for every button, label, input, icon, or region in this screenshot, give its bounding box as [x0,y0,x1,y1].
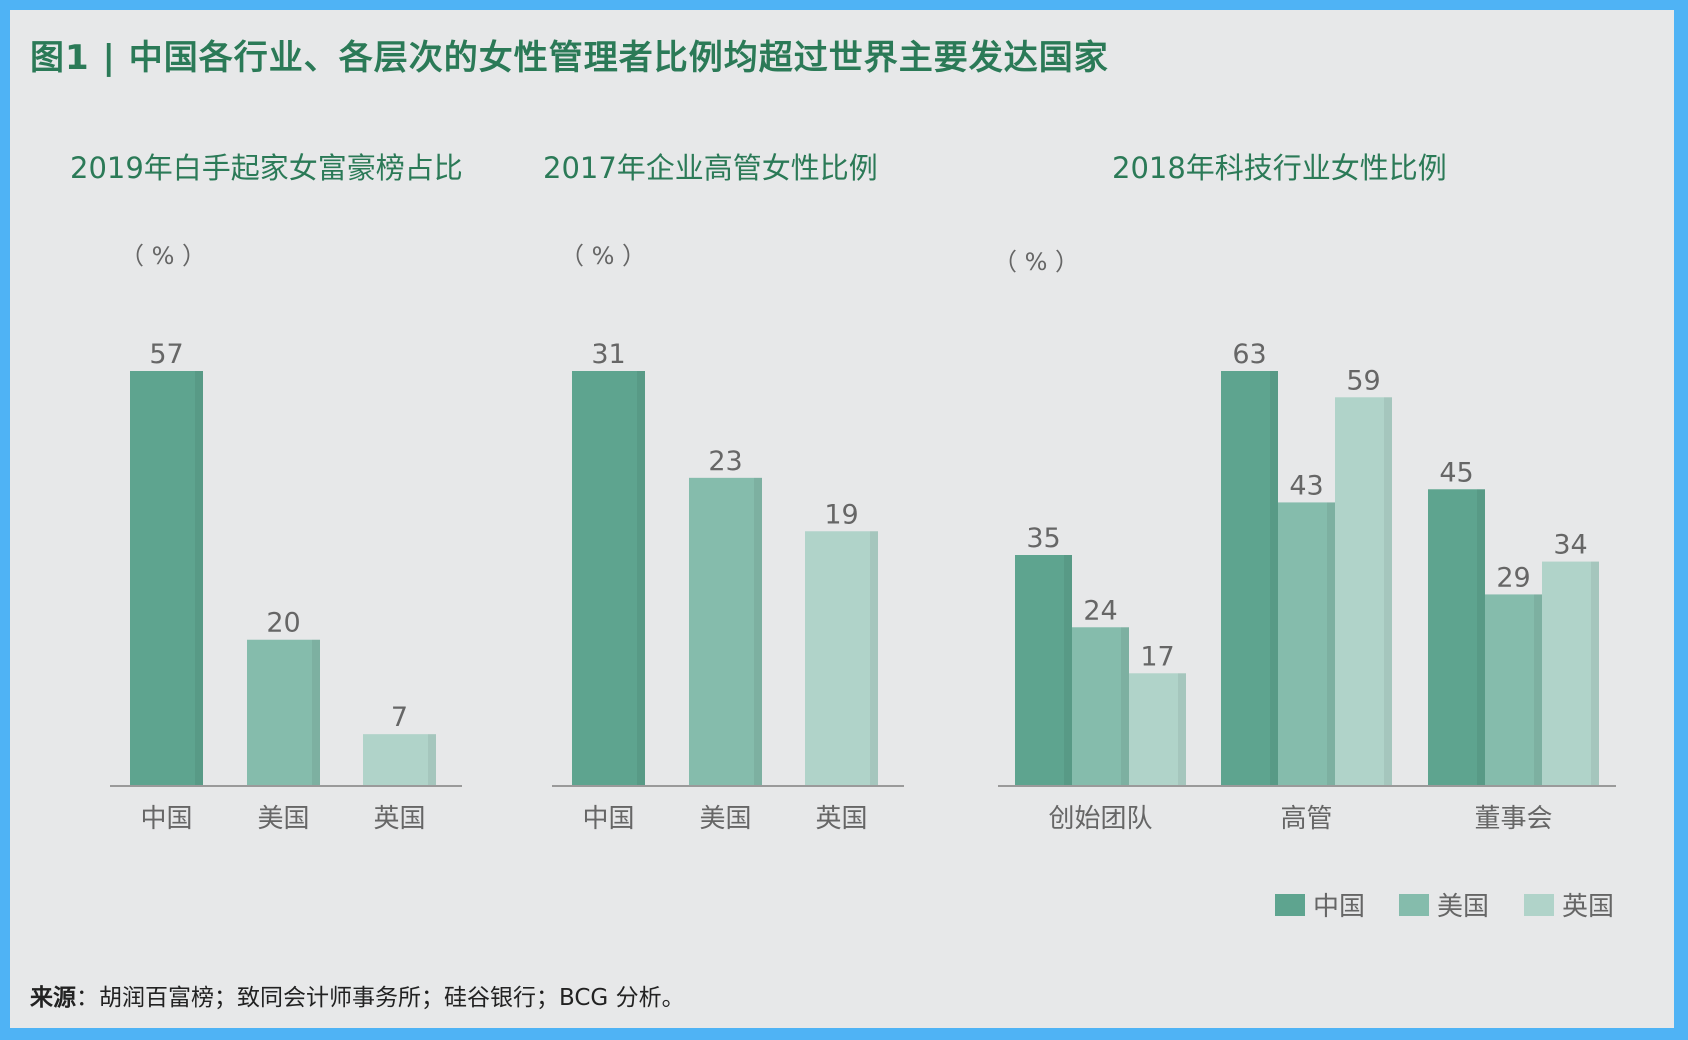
chart1-value-2: 7 [391,702,408,733]
legend-swatch-1 [1399,894,1429,916]
chart3-bar-2-1 [1485,594,1542,785]
chart2-bar-0-edge [637,371,645,785]
chart2-title: 2017年企业高管女性比例 [543,151,878,185]
chart3-bar-2-0 [1428,489,1485,785]
chart1-title: 2019年白手起家女富豪榜占比 [70,151,463,185]
legend-swatch-2 [1524,894,1554,916]
figure-panel: 图1 | 中国各行业、各层次的女性管理者比例均超过世界主要发达国家 2019年白… [10,10,1674,1028]
chart1-unit: （ % ） [120,242,206,270]
chart3-unit: （ % ） [993,248,1079,276]
chart2-bar-2-edge [870,531,878,785]
chart3-bar-1-2 [1335,397,1392,785]
chart1-bar-1-edge [312,639,320,785]
chart3-bar-1-0 [1221,371,1278,785]
chart2-unit: （ % ） [560,242,646,270]
chart3-bar-1-2-edge [1384,397,1392,785]
chart3-category-0: 创始团队 [1048,804,1152,834]
chart3-bar-2-0-edge [1477,489,1485,785]
chart1-category-0: 中国 [140,804,192,834]
chart2-value-1: 23 [708,446,742,477]
chart3-title: 2018年科技行业女性比例 [1112,151,1447,185]
legend-label-1: 美国 [1437,892,1489,922]
chart1-bar-2 [363,734,436,785]
chart3-value-2-2: 34 [1553,530,1587,561]
chart1-value-1: 20 [266,608,300,639]
chart3-category-2: 董事会 [1474,804,1552,834]
chart3-bar-0-0-edge [1064,555,1072,785]
chart1-bar-1 [247,639,320,785]
chart1-bar-0-edge [195,371,203,785]
chart1-bar-2-edge [428,734,436,785]
source-note: 来源：胡润百富榜；致同会计师事务所；硅谷银行；BCG 分析。 [30,978,685,1012]
chart3-value-0-2: 17 [1140,641,1174,672]
chart2-value-2: 19 [824,499,858,530]
source-text: ：胡润百富榜；致同会计师事务所；硅谷银行；BCG 分析。 [76,985,685,1011]
chart1-category-2: 英国 [373,804,425,834]
chart3-bar-1-0-edge [1270,371,1278,785]
chart3-bar-0-2 [1129,673,1186,785]
chart3-value-0-0: 35 [1026,523,1060,554]
chart3-value-2-1: 29 [1496,562,1530,593]
chart2-bar-2 [805,531,878,785]
chart2-bar-1-edge [754,477,762,785]
chart2-category-1: 美国 [699,804,751,834]
chart2-bar-0 [572,371,645,785]
chart3-value-1-0: 63 [1232,339,1266,370]
chart3-bar-0-1-edge [1121,627,1129,785]
chart2-category-2: 英国 [815,804,867,834]
chart3-bar-2-2 [1542,561,1599,785]
chart3-category-1: 高管 [1280,804,1332,834]
chart3-bar-0-2-edge [1178,673,1186,785]
chart3-value-1-2: 59 [1346,365,1380,396]
legend-label-0: 中国 [1313,892,1365,922]
chart2-category-0: 中国 [582,804,634,834]
chart3-bar-1-1 [1278,502,1335,785]
chart2-bar-1 [689,477,762,785]
source-label: 来源 [30,985,76,1011]
chart3-value-2-0: 45 [1439,457,1473,488]
chart1-category-1: 美国 [257,804,309,834]
legend-label-2: 英国 [1562,892,1614,922]
chart2-value-0: 31 [591,339,625,370]
chart3-bar-0-0 [1015,555,1072,785]
chart3-bar-0-1 [1072,627,1129,785]
figure-title: 图1 | 中国各行业、各层次的女性管理者比例均超过世界主要发达国家 [30,38,1109,78]
legend-swatch-0 [1275,894,1305,916]
chart3-bar-2-2-edge [1591,561,1599,785]
chart3-value-1-1: 43 [1289,470,1323,501]
chart3-bar-2-1-edge [1534,594,1542,785]
chart3-value-0-1: 24 [1083,595,1117,626]
chart1-value-0: 57 [149,339,183,370]
chart3-bar-1-1-edge [1327,502,1335,785]
chart1-bar-0 [130,371,203,785]
charts-canvas: 2019年白手起家女富豪榜占比 （ % ） 57 中国 20 美国 7 英国 2017年企业高管… [70,151,1616,922]
